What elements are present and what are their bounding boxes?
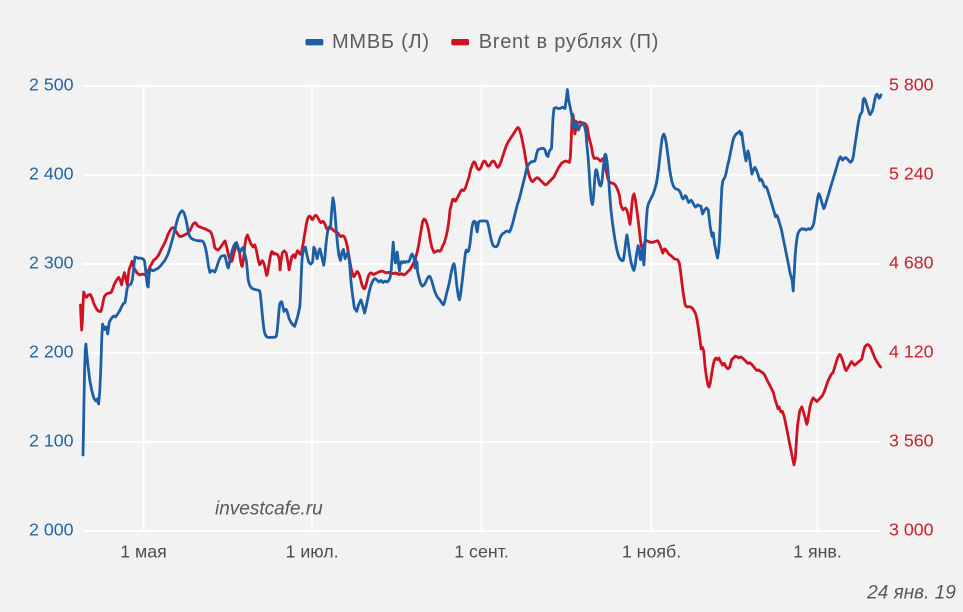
svg-text:ММВБ (Л): ММВБ (Л) <box>332 31 430 53</box>
svg-text:4 120: 4 120 <box>889 342 934 362</box>
svg-text:5 800: 5 800 <box>889 75 934 95</box>
svg-text:2 500: 2 500 <box>29 75 74 95</box>
svg-text:Brent в рублях (П): Brent в рублях (П) <box>479 31 659 53</box>
svg-text:5 240: 5 240 <box>889 164 934 184</box>
svg-text:3 560: 3 560 <box>889 431 934 451</box>
svg-text:1 июл.: 1 июл. <box>285 542 338 562</box>
svg-text:1 нояб.: 1 нояб. <box>622 542 681 562</box>
svg-text:24 янв. 19: 24 янв. 19 <box>866 583 956 604</box>
svg-text:2 200: 2 200 <box>29 342 74 362</box>
svg-text:2 300: 2 300 <box>29 253 74 273</box>
svg-text:1 сент.: 1 сент. <box>454 542 509 562</box>
svg-text:2 000: 2 000 <box>29 520 74 540</box>
svg-text:1 мая: 1 мая <box>120 542 167 562</box>
svg-text:investcafe.ru: investcafe.ru <box>215 499 323 520</box>
svg-text:1 янв.: 1 янв. <box>793 542 842 562</box>
svg-text:2 400: 2 400 <box>29 164 74 184</box>
svg-text:4 680: 4 680 <box>889 253 934 273</box>
svg-text:2 100: 2 100 <box>29 431 74 451</box>
svg-text:3 000: 3 000 <box>889 520 934 540</box>
